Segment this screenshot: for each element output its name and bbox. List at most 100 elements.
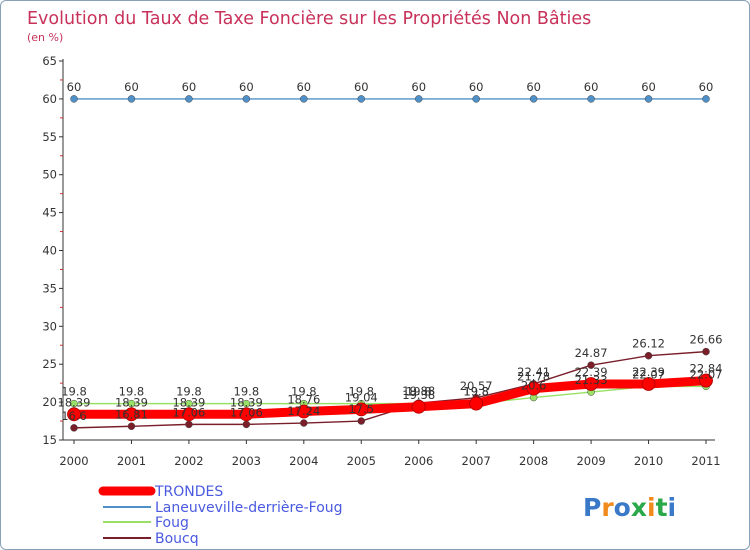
data-point — [411, 399, 426, 414]
data-point — [70, 95, 78, 103]
data-label: 19.38 — [402, 388, 435, 402]
data-label: 19.8 — [348, 385, 374, 399]
y-tick-label: 20 — [42, 395, 57, 409]
chart-title: Evolution du Taux de Taxe Foncière sur l… — [27, 9, 591, 29]
logo-letter: i — [668, 493, 677, 522]
data-point — [526, 381, 541, 396]
data-point — [587, 95, 595, 103]
data-label: 60 — [182, 80, 197, 94]
data-label: 60 — [584, 80, 599, 94]
data-label: 17.06 — [172, 405, 205, 419]
data-label: 21.33 — [575, 373, 608, 387]
data-label: 60 — [469, 80, 484, 94]
data-label: 60 — [526, 80, 541, 94]
data-label: 22.07 — [632, 367, 665, 381]
data-label: 18.39 — [230, 395, 263, 409]
data-label: 17.06 — [230, 405, 263, 419]
data-point — [644, 351, 653, 360]
series-data-labels: 16.6 16.81 17.06 17.06 17.24 17.5 19.88 20.57 22… — [58, 80, 723, 423]
data-label: 20.57 — [460, 379, 493, 393]
y-tick-label: 55 — [42, 130, 57, 144]
data-label: 17.5 — [348, 402, 374, 416]
data-label: 22.41 — [517, 365, 550, 379]
data-point — [242, 420, 251, 429]
data-label: 60 — [239, 80, 254, 94]
data-point — [127, 422, 136, 431]
data-point — [70, 399, 78, 408]
x-tick-label: 2006 — [404, 454, 433, 468]
y-tick-label: 25 — [42, 357, 57, 371]
data-label: 19.8 — [463, 385, 489, 399]
data-point — [354, 402, 369, 417]
data-point — [300, 419, 308, 427]
data-label: 18.39 — [115, 395, 148, 409]
data-label: 22.39 — [632, 365, 665, 379]
y-tick-label: 35 — [42, 281, 57, 295]
y-tick-label: 30 — [42, 319, 57, 333]
data-label: 19.8 — [463, 385, 489, 399]
x-tick-label: 2000 — [59, 454, 88, 468]
x-tick-label: 2007 — [462, 454, 491, 468]
data-point — [469, 396, 484, 411]
axes: 15 20 25 30 35 40 45 50 55 60 65 2000 2001 2002 2003 20… — [42, 54, 720, 468]
data-label: 24.87 — [575, 346, 608, 360]
data-point — [584, 377, 598, 391]
data-point — [699, 373, 713, 388]
x-tick-label: 2005 — [347, 454, 376, 468]
data-point — [529, 95, 538, 103]
data-label: 16.81 — [115, 407, 148, 421]
data-label: 19.8 — [61, 385, 87, 399]
data-point — [182, 407, 196, 422]
data-label: 60 — [67, 80, 82, 94]
data-point — [70, 424, 78, 432]
x-tick-label: 2004 — [289, 454, 318, 468]
data-label: 22.07 — [690, 367, 723, 381]
data-point — [185, 420, 193, 429]
y-axis-unit-label: (en %) — [27, 31, 63, 44]
logo-letter: o — [614, 493, 631, 522]
data-point — [185, 95, 193, 103]
x-tick-label: 2001 — [117, 454, 146, 468]
legend-label: Laneuveville-derrière-Foug — [155, 500, 343, 516]
data-label: 18.76 — [287, 392, 320, 406]
data-point — [357, 417, 366, 425]
data-label: 60 — [296, 80, 311, 94]
data-point — [702, 95, 710, 103]
y-tick-label: 40 — [42, 244, 57, 258]
data-point — [644, 95, 653, 103]
data-label: 22.84 — [690, 362, 723, 376]
data-point — [127, 399, 136, 408]
x-tick-label: 2010 — [634, 454, 663, 468]
y-tick-label: 15 — [42, 433, 57, 447]
y-tick-label: 60 — [42, 92, 57, 106]
data-label: 60 — [354, 80, 369, 94]
logo-letter: P — [583, 493, 601, 522]
data-label: 60 — [641, 80, 656, 94]
data-label: 19.8 — [176, 385, 202, 399]
data-label: 60 — [124, 80, 139, 94]
legend-label: TRONDES — [154, 484, 223, 500]
y-tick-label: 50 — [42, 168, 57, 182]
data-point — [242, 95, 251, 103]
data-point — [641, 377, 656, 391]
data-point — [127, 95, 136, 103]
data-point — [242, 399, 251, 408]
data-label: 18.39 — [58, 395, 91, 409]
data-label: 19.8 — [291, 385, 317, 399]
data-label: 20.6 — [521, 379, 547, 393]
data-point — [296, 404, 311, 419]
x-tick-label: 2009 — [576, 454, 605, 468]
data-point — [67, 407, 81, 422]
logo-letter: r — [601, 493, 614, 522]
series-line-trondes — [69, 376, 711, 419]
data-label: 26.66 — [690, 333, 723, 347]
series-line-foug — [73, 385, 707, 405]
x-tick-label: 2002 — [174, 454, 203, 468]
y-tick-label: 65 — [42, 54, 57, 68]
logo-letter: i — [647, 493, 656, 522]
proxiti-logo[interactable]: Proxiti — [583, 493, 676, 522]
y-tick-label: 45 — [42, 206, 57, 220]
data-label: 19.8 — [234, 385, 260, 399]
